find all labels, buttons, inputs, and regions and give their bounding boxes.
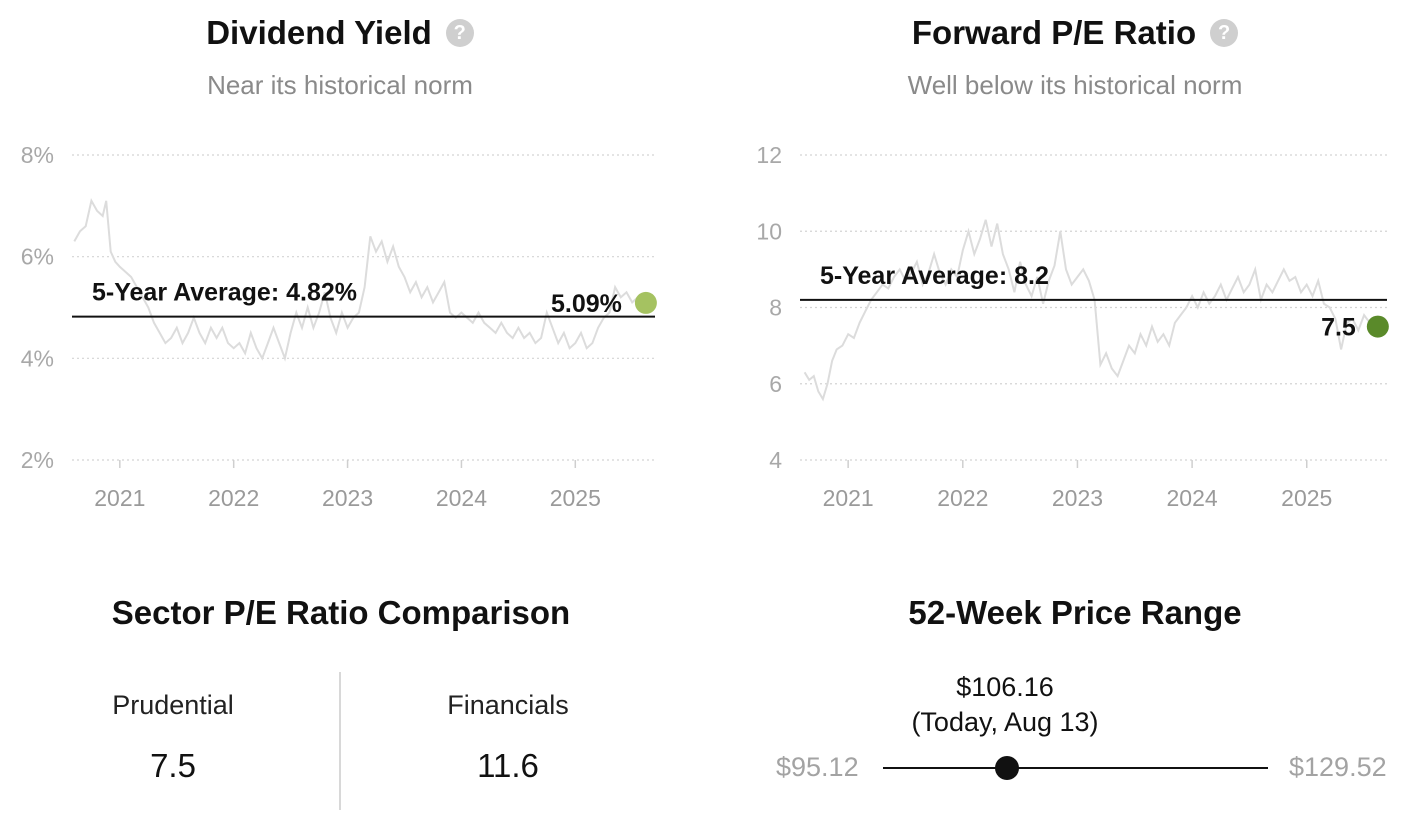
sector-pe-value: 11.6 xyxy=(477,747,539,784)
current-value-label: 5.09% xyxy=(551,290,622,318)
company-pe-value: 7.5 xyxy=(150,747,196,784)
x-tick-label: 2024 xyxy=(1167,485,1218,511)
x-tick-label: 2024 xyxy=(436,485,487,511)
dividend-yield-title-text: Dividend Yield xyxy=(206,14,432,51)
comparison-divider xyxy=(339,672,341,810)
dividend-yield-title: Dividend Yield ? xyxy=(206,14,474,52)
company-pe-column: Prudential 7.5 xyxy=(70,690,276,785)
current-value-point xyxy=(1366,315,1389,338)
x-tick-label: 2022 xyxy=(937,485,988,511)
y-tick-label: 4 xyxy=(769,447,782,473)
average-label: 5-Year Average: 8.2 xyxy=(820,262,1049,290)
company-label: Prudential xyxy=(112,690,234,720)
forward-pe-title-text: Forward P/E Ratio xyxy=(911,14,1197,51)
x-tick-label: 2021 xyxy=(94,485,145,511)
x-tick-label: 2021 xyxy=(823,485,874,511)
forward-pe-subtitle: Well below its historical norm xyxy=(907,70,1243,100)
sector-comparison-title: Sector P/E Ratio Comparison xyxy=(111,594,571,631)
series-line xyxy=(73,198,647,362)
y-tick-label: 8 xyxy=(769,295,782,321)
y-tick-label: 2% xyxy=(21,447,54,473)
x-tick-label: 2025 xyxy=(550,485,601,511)
forward-pe-title: Forward P/E Ratio ? xyxy=(911,14,1239,52)
current-price-date: (Today, Aug 13) xyxy=(911,707,1099,737)
x-tick-label: 2025 xyxy=(1281,485,1332,511)
current-price-marker xyxy=(994,756,1019,780)
dividend-yield-header: Dividend Yield ? Near its historical nor… xyxy=(0,14,680,101)
y-tick-label: 10 xyxy=(756,218,782,244)
help-icon[interactable]: ? xyxy=(445,19,474,47)
current-value-point xyxy=(634,291,657,314)
y-tick-label: 8% xyxy=(21,142,54,168)
average-label: 5-Year Average: 4.82% xyxy=(92,279,357,307)
y-tick-label: 12 xyxy=(756,142,782,168)
sector-pe-column: Financials 11.6 xyxy=(400,690,616,785)
help-icon[interactable]: ? xyxy=(1210,19,1239,47)
current-value-label: 7.5 xyxy=(1321,314,1356,342)
price-range-track xyxy=(883,767,1268,769)
x-tick-label: 2023 xyxy=(1052,485,1103,511)
dividend-yield-chart: 8% 6% 4% 2% 2021 2022 2023 2024 2025 5-Year Avera… xyxy=(21,142,657,511)
current-price-label: $106.16 (Today, Aug 13) xyxy=(890,670,1120,740)
forward-pe-chart: 12 10 8 6 4 2021 2022 2023 2024 2025 5-Year Averag… xyxy=(756,142,1389,511)
y-tick-label: 6% xyxy=(21,244,54,270)
range-high-value: $129.52 xyxy=(1289,752,1387,782)
price-range-title: 52-Week Price Range xyxy=(908,594,1242,631)
x-tick-label: 2023 xyxy=(322,485,373,511)
y-tick-label: 6 xyxy=(769,371,782,397)
dividend-yield-subtitle: Near its historical norm xyxy=(207,70,473,100)
series-line xyxy=(803,219,1379,402)
range-low-value: $95.12 xyxy=(776,752,859,782)
forward-pe-panel: Forward P/E Ratio ? Well below its histo… xyxy=(710,0,1410,520)
current-price: $106.16 xyxy=(956,672,1054,702)
x-tick-label: 2022 xyxy=(208,485,259,511)
dividend-yield-panel: Dividend Yield ? Near its historical nor… xyxy=(0,0,700,520)
sector-label: Financials xyxy=(447,690,569,720)
forward-pe-header: Forward P/E Ratio ? Well below its histo… xyxy=(710,14,1420,101)
y-tick-label: 4% xyxy=(21,345,54,371)
